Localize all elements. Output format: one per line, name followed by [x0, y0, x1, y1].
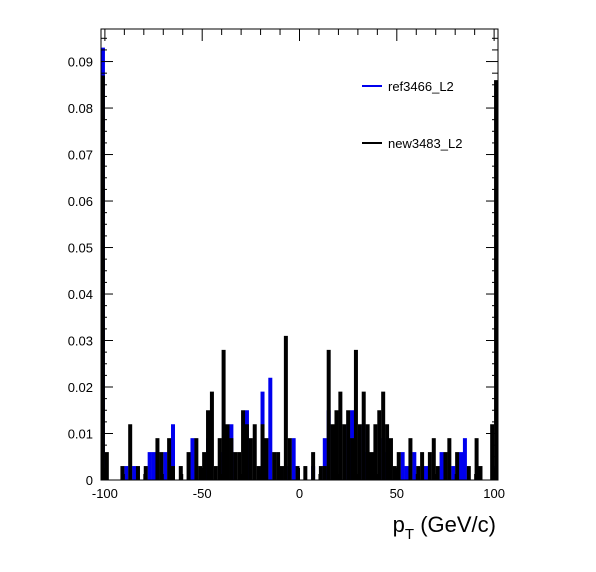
y-axis: 0 0.01 0.02 0.03 0.04 0.05 0.06 0.07 0.08 0.09 — [68, 37, 498, 488]
y-tick-label: 0.06 — [68, 194, 93, 209]
legend: ref3466_L2 new3483_L2 — [362, 79, 462, 151]
x-tick-label: -50 — [193, 486, 212, 501]
y-tick-label: 0.09 — [68, 55, 93, 70]
y-tick-label: 0 — [86, 473, 93, 488]
y-tick-label: 0.05 — [68, 241, 93, 256]
x-axis: -100 -50 0 50 100 — [92, 29, 505, 501]
x-axis-title-unit: (GeV/c) — [414, 512, 496, 537]
x-tick-label: 100 — [483, 486, 505, 501]
x-tick-label: 0 — [296, 486, 303, 501]
legend-label-ref3466_L2: ref3466_L2 — [388, 79, 454, 94]
x-axis-title: pT (GeV/c) — [393, 512, 496, 543]
x-tick-label: -100 — [92, 486, 118, 501]
y-tick-label: 0.08 — [68, 101, 93, 116]
y-tick-label: 0.07 — [68, 148, 93, 163]
y-tick-label: 0.01 — [68, 427, 93, 442]
x-tick-label: 50 — [390, 486, 404, 501]
x-axis-title-subscript: T — [405, 526, 414, 543]
y-tick-label: 0.03 — [68, 334, 93, 349]
legend-label-new3483_L2: new3483_L2 — [388, 136, 462, 151]
y-tick-label: 0.04 — [68, 287, 93, 302]
y-tick-label: 0.02 — [68, 380, 93, 395]
x-axis-title-main: p — [393, 512, 405, 537]
